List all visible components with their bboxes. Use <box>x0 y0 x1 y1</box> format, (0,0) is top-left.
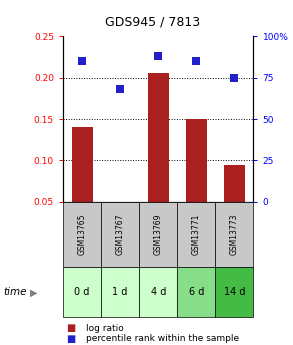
Text: ■: ■ <box>66 334 75 344</box>
Text: GSM13771: GSM13771 <box>192 214 201 255</box>
Text: 6 d: 6 d <box>189 287 204 297</box>
Text: log ratio: log ratio <box>86 324 124 333</box>
Bar <box>186 119 207 202</box>
Point <box>232 75 237 80</box>
Bar <box>148 73 169 202</box>
Text: ▶: ▶ <box>30 287 38 297</box>
Point <box>156 53 161 59</box>
Text: 4 d: 4 d <box>151 287 166 297</box>
Text: ■: ■ <box>66 324 75 333</box>
Text: GDS945 / 7813: GDS945 / 7813 <box>105 16 200 29</box>
Text: 14 d: 14 d <box>224 287 245 297</box>
Text: GSM13769: GSM13769 <box>154 214 163 255</box>
Text: GSM13767: GSM13767 <box>116 214 125 255</box>
Text: GSM13773: GSM13773 <box>230 214 239 255</box>
Point <box>80 58 84 64</box>
Text: time: time <box>3 287 26 297</box>
Bar <box>224 165 245 202</box>
Text: percentile rank within the sample: percentile rank within the sample <box>86 334 240 343</box>
Text: 0 d: 0 d <box>74 287 90 297</box>
Text: GSM13765: GSM13765 <box>78 214 86 255</box>
Point <box>118 87 122 92</box>
Text: 1 d: 1 d <box>113 287 128 297</box>
Point <box>194 58 199 64</box>
Bar <box>71 127 93 202</box>
